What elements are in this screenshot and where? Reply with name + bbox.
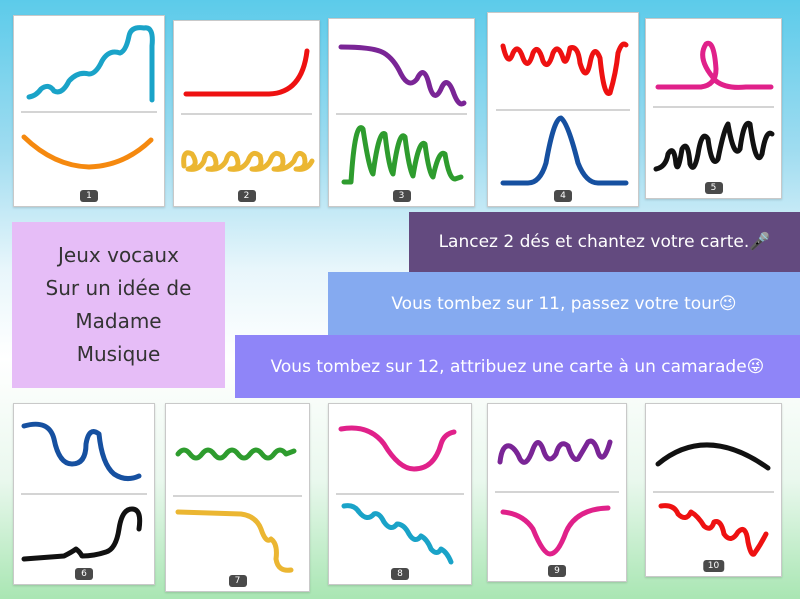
card-8[interactable]: 8 (328, 403, 472, 585)
title-line: Madame (75, 309, 162, 333)
banner-roll-dice: Lancez 2 dés et chantez votre carte.🎤 (409, 212, 800, 272)
card-number: 3 (392, 190, 411, 202)
card-9-drawing (495, 438, 619, 557)
card-4-drawing (496, 41, 630, 186)
card-number: 8 (391, 568, 409, 580)
card-2-drawing (181, 48, 315, 172)
card-number: 2 (237, 190, 256, 202)
card-5-drawing (653, 40, 775, 172)
card-number: 10 (702, 560, 725, 572)
card-10-drawing (653, 442, 774, 557)
title-line: Musique (76, 342, 161, 366)
card-7-drawing (173, 447, 302, 573)
card-8-drawing (336, 425, 464, 565)
card-1-top-line (26, 25, 155, 103)
banner-twelve: Vous tombez sur 12, attribuez une carte … (235, 335, 800, 398)
card-3[interactable]: 3 (328, 18, 475, 207)
banner-text: Vous tombez sur 11, passez votre tour😉 (391, 293, 737, 314)
card-10[interactable]: 10 (645, 403, 782, 577)
card-6[interactable]: 6 (13, 403, 155, 585)
title-line: Jeux vocaux (58, 243, 179, 267)
title-line: Sur un idée de (45, 276, 192, 300)
card-1-drawing (21, 25, 157, 170)
card-number: 1 (80, 190, 98, 202)
card-7[interactable]: 7 (165, 403, 310, 592)
card-2[interactable]: 2 (173, 20, 320, 207)
card-3-drawing (336, 44, 467, 185)
card-6-drawing (21, 421, 147, 562)
title-box: Jeux vocaux Sur un idée de Madame Musiqu… (12, 222, 225, 388)
card-number: 6 (75, 568, 93, 580)
card-4[interactable]: 4 (487, 12, 639, 207)
card-number: 5 (704, 182, 723, 194)
card-number: 7 (228, 575, 247, 587)
card-1[interactable]: 1 (13, 15, 165, 207)
card-number: 9 (548, 565, 566, 577)
card-5[interactable]: 5 (645, 18, 782, 199)
card-1-bottom-line (21, 134, 154, 170)
banner-text: Lancez 2 dés et chantez votre carte.🎤 (438, 232, 771, 252)
card-9[interactable]: 9 (487, 403, 627, 582)
banner-text: Vous tombez sur 12, attribuez une carte … (270, 356, 765, 377)
banner-eleven: Vous tombez sur 11, passez votre tour😉 (328, 272, 800, 335)
card-number: 4 (554, 190, 572, 202)
